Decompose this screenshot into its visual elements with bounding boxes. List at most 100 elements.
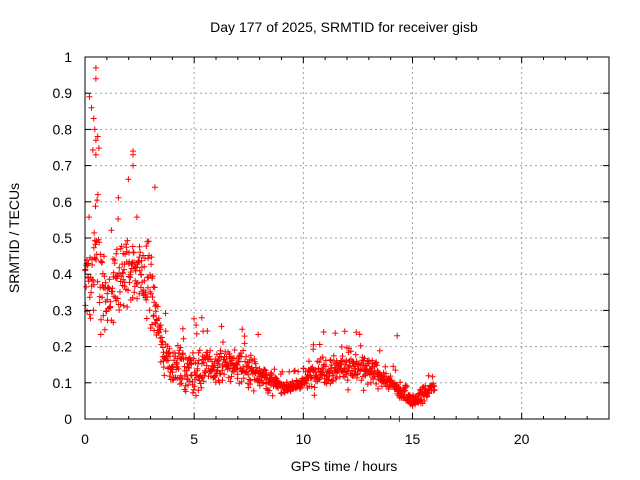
data-point [361, 355, 368, 362]
data-point [225, 374, 232, 381]
data-point [107, 298, 114, 305]
data-point [202, 369, 209, 376]
data-point [311, 392, 318, 399]
data-point [354, 371, 360, 378]
data-point [176, 347, 183, 354]
y-tick-label: 0.9 [53, 85, 73, 101]
data-point [220, 339, 226, 346]
data-point [311, 384, 318, 391]
data-point [86, 294, 93, 301]
data-point [190, 386, 197, 393]
x-tick-labels: 0 5 10 15 20 [81, 431, 530, 447]
data-point [110, 269, 117, 276]
data-point [196, 347, 203, 354]
data-point [85, 260, 92, 267]
data-point [155, 315, 162, 322]
x-tick-label: 10 [296, 431, 312, 447]
data-point [141, 277, 148, 284]
data-point [145, 238, 152, 245]
data-point [152, 321, 159, 327]
data-point [239, 326, 246, 333]
data-point [162, 328, 169, 335]
data-point [308, 383, 315, 390]
data-point [89, 261, 96, 268]
data-point [356, 331, 363, 338]
data-point [189, 389, 196, 396]
data-point [92, 151, 99, 158]
data-point [390, 363, 397, 370]
y-tick-label: 0.5 [53, 230, 73, 246]
data-point [238, 378, 245, 385]
data-point [246, 376, 253, 383]
data-point [106, 276, 113, 283]
data-point [233, 366, 240, 373]
data-point [191, 315, 197, 322]
data-point [115, 194, 122, 201]
data-point [96, 239, 103, 246]
data-point [370, 376, 377, 383]
data-point [159, 344, 166, 351]
data-point [91, 229, 98, 236]
data-point [425, 372, 432, 379]
data-point [192, 376, 198, 383]
data-point [227, 378, 234, 385]
axis-ticks [84, 56, 609, 420]
chart-title: Day 177 of 2025, SRMTID for receiver gis… [210, 19, 478, 35]
data-point [157, 359, 164, 365]
data-point [429, 373, 436, 380]
data-point [364, 381, 371, 388]
grid [85, 57, 609, 419]
data-point [231, 347, 238, 353]
data-point [204, 328, 211, 334]
data-point [117, 288, 123, 295]
data-point [297, 384, 304, 391]
data-point [99, 294, 106, 301]
data-point [421, 398, 428, 404]
data-point [186, 354, 193, 361]
data-point [94, 197, 101, 204]
data-point [131, 289, 138, 296]
data-point [292, 367, 298, 374]
data-point [162, 310, 169, 317]
y-tick-label: 0 [64, 411, 72, 427]
data-point [175, 365, 182, 372]
data-point [133, 214, 140, 221]
data-point [195, 357, 202, 364]
data-point [352, 351, 359, 358]
data-point [86, 93, 93, 100]
data-point [300, 365, 307, 372]
data-point [198, 384, 205, 391]
data-point [326, 369, 333, 376]
data-point [94, 191, 101, 198]
data-point [339, 353, 346, 360]
data-point [121, 266, 127, 273]
data-point [114, 295, 121, 302]
data-point [104, 296, 111, 303]
data-point [193, 322, 200, 329]
data-point [358, 377, 365, 384]
data-point [119, 269, 126, 276]
y-tick-label: 0.3 [53, 302, 73, 318]
data-point [345, 386, 352, 393]
data-point [213, 368, 220, 375]
data-point [245, 384, 252, 391]
data-point [201, 372, 208, 379]
data-point [138, 257, 145, 264]
data-point [147, 290, 154, 297]
data-point [382, 363, 389, 370]
data-point [150, 312, 157, 319]
data-point [110, 319, 117, 326]
data-point [108, 227, 115, 234]
data-point [341, 328, 348, 335]
data-point [115, 216, 122, 222]
data-point [127, 269, 134, 276]
data-point [179, 351, 186, 358]
data-point [113, 246, 120, 253]
data-point [375, 385, 382, 392]
data-point [92, 75, 99, 82]
x-tick-label: 15 [405, 431, 421, 447]
data-point [178, 380, 185, 387]
data-point [143, 243, 150, 250]
data-point [125, 287, 131, 294]
data-point [247, 377, 254, 384]
